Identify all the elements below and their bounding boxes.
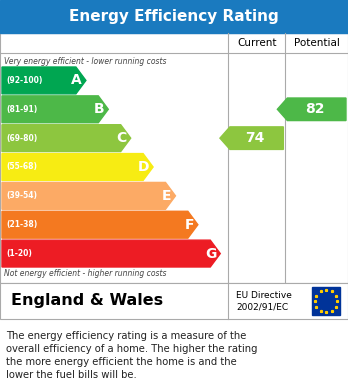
Text: (21-38): (21-38) xyxy=(6,220,37,229)
Text: Energy Efficiency Rating: Energy Efficiency Rating xyxy=(69,9,279,24)
Text: the more energy efficient the home is and the: the more energy efficient the home is an… xyxy=(6,357,237,367)
Text: B: B xyxy=(94,102,104,116)
Polygon shape xyxy=(2,67,86,94)
Text: E: E xyxy=(162,189,172,203)
Text: The energy efficiency rating is a measure of the: The energy efficiency rating is a measur… xyxy=(6,331,246,341)
Text: (39-54): (39-54) xyxy=(6,191,37,200)
Polygon shape xyxy=(2,96,108,123)
Text: (1-20): (1-20) xyxy=(6,249,32,258)
Polygon shape xyxy=(2,125,131,152)
Text: lower the fuel bills will be.: lower the fuel bills will be. xyxy=(6,370,137,380)
Bar xyxy=(0,0,348,33)
Text: Very energy efficient - lower running costs: Very energy efficient - lower running co… xyxy=(4,57,166,66)
Text: G: G xyxy=(205,247,216,260)
Polygon shape xyxy=(2,154,153,180)
Polygon shape xyxy=(2,183,175,209)
Text: (92-100): (92-100) xyxy=(6,76,42,85)
Text: Potential: Potential xyxy=(294,38,340,48)
Text: A: A xyxy=(71,74,82,88)
Text: Not energy efficient - higher running costs: Not energy efficient - higher running co… xyxy=(4,269,166,278)
Text: D: D xyxy=(137,160,149,174)
Text: EU Directive: EU Directive xyxy=(236,292,292,301)
Text: England & Wales: England & Wales xyxy=(10,294,163,308)
Bar xyxy=(0,283,348,319)
Bar xyxy=(0,33,348,283)
Text: F: F xyxy=(184,218,194,232)
Text: C: C xyxy=(117,131,127,145)
Text: 2002/91/EC: 2002/91/EC xyxy=(236,303,288,312)
Text: 74: 74 xyxy=(245,131,264,145)
Text: (81-91): (81-91) xyxy=(6,105,37,114)
Text: Current: Current xyxy=(237,38,276,48)
Text: (55-68): (55-68) xyxy=(6,163,37,172)
Text: overall efficiency of a home. The higher the rating: overall efficiency of a home. The higher… xyxy=(6,344,258,354)
Polygon shape xyxy=(277,98,346,120)
Polygon shape xyxy=(220,127,283,149)
Polygon shape xyxy=(2,211,198,238)
Polygon shape xyxy=(2,240,220,267)
Bar xyxy=(312,287,340,315)
Text: (69-80): (69-80) xyxy=(6,134,37,143)
Text: 82: 82 xyxy=(305,102,324,116)
